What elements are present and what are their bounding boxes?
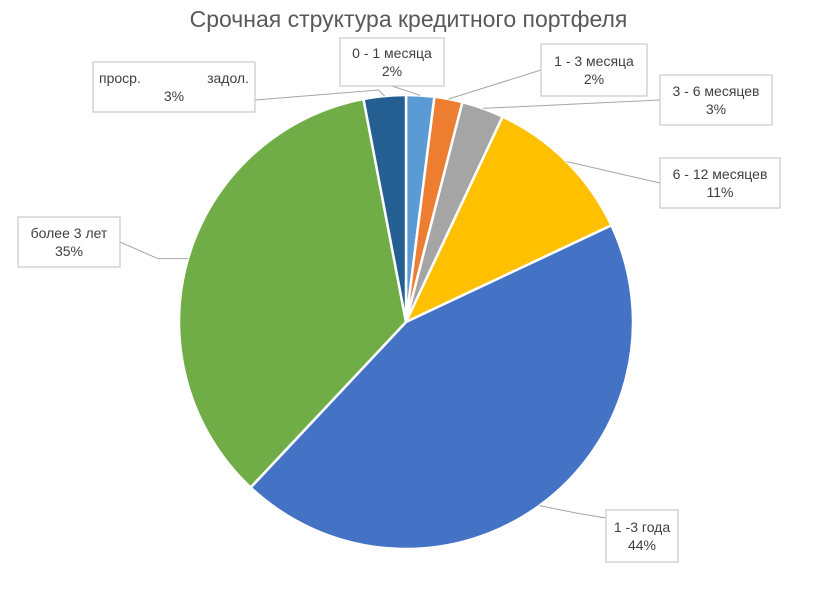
data-label-box-0 [339,37,445,87]
data-label-name-5: более 3 лет [31,225,108,241]
data-label-box-6 [92,61,256,113]
data-label-name-3: 6 - 12 месяцев [673,166,768,182]
leader-line-6 [254,89,385,101]
pie-slices [177,93,635,551]
leader-line-5 [119,241,189,260]
data-label-name-6: проср. [99,70,141,86]
data-label-box-2 [659,74,773,126]
chart-title: Срочная структура кредитного портфеля [189,6,628,32]
data-label-value-3: 11% [707,184,734,200]
data-label-box-4 [605,509,679,563]
data-label-name-0: 0 - 1 месяца [352,45,432,61]
pie-slice-3 [403,114,614,325]
leader-line-0 [391,85,421,96]
data-label-value-0: 2% [382,63,402,79]
data-label-name-2: 3 - 6 месяцев [673,83,760,99]
data-label-box-5 [17,216,121,268]
leader-line-1 [448,69,542,100]
data-label-value-4: 44% [628,537,656,553]
data-label-value-6: 3% [164,88,184,104]
leader-line-4 [539,505,607,519]
data-label-box-1 [540,43,648,97]
data-label-box-3 [659,157,781,209]
data-label-name-1: 1 - 3 месяца [554,53,634,69]
data-label-value-2: 3% [706,101,726,117]
leader-lines [119,69,661,519]
data-label-value-1: 2% [584,71,604,87]
data-labels: 0 - 1 месяца 2% 1 - 3 месяца 2% 3 - 6 месяце… [17,37,781,563]
data-label-value-5: 35% [55,243,83,259]
leader-line-3 [566,160,661,184]
data-label-name-4: 1 -3 года [614,519,670,535]
data-label-name-6: задол. [207,70,249,86]
leader-line-2 [482,99,661,109]
